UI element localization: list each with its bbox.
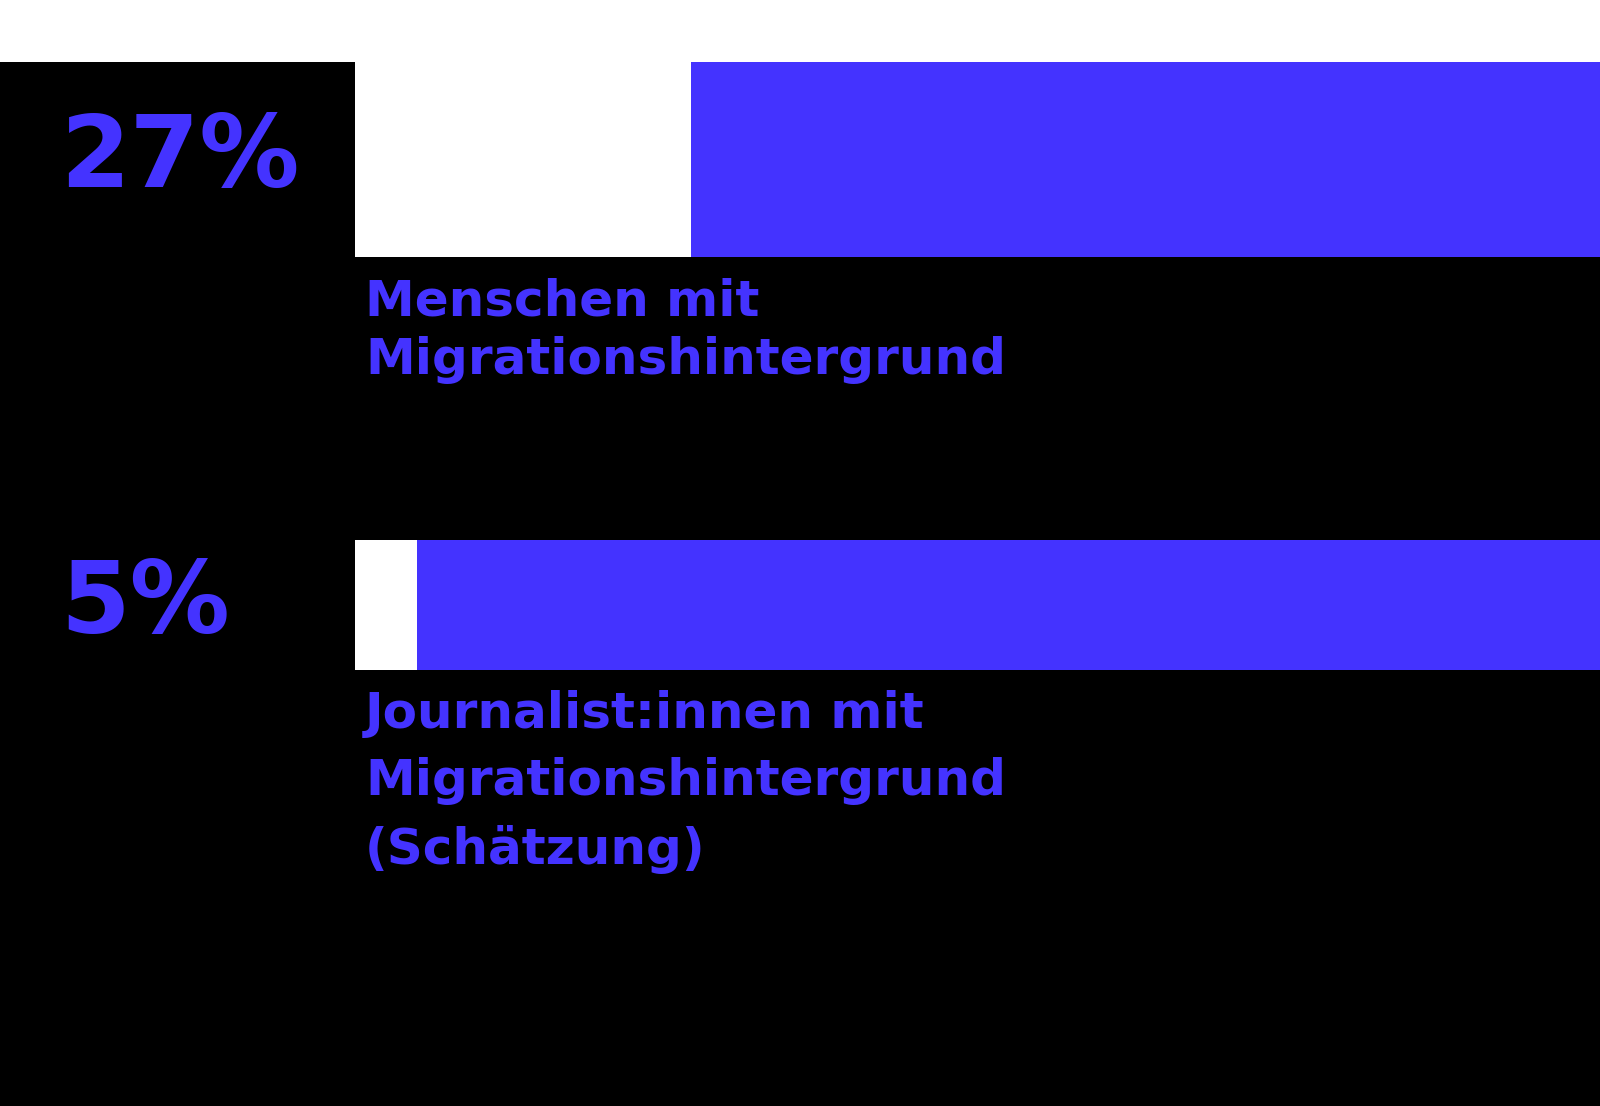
Bar [355,540,1600,670]
Text: 27%: 27% [61,111,299,208]
Bar [355,62,1600,257]
Text: Menschen mit
Migrationshintergrund: Menschen mit Migrationshintergrund [365,276,1006,385]
Text: 5%: 5% [61,556,230,654]
Bar [0,0,1600,62]
Bar [355,62,691,257]
Bar [355,540,418,670]
Text: Journalist:innen mit
Migrationshintergrund
(Schätzung): Journalist:innen mit Migrationshintergru… [365,690,1006,874]
